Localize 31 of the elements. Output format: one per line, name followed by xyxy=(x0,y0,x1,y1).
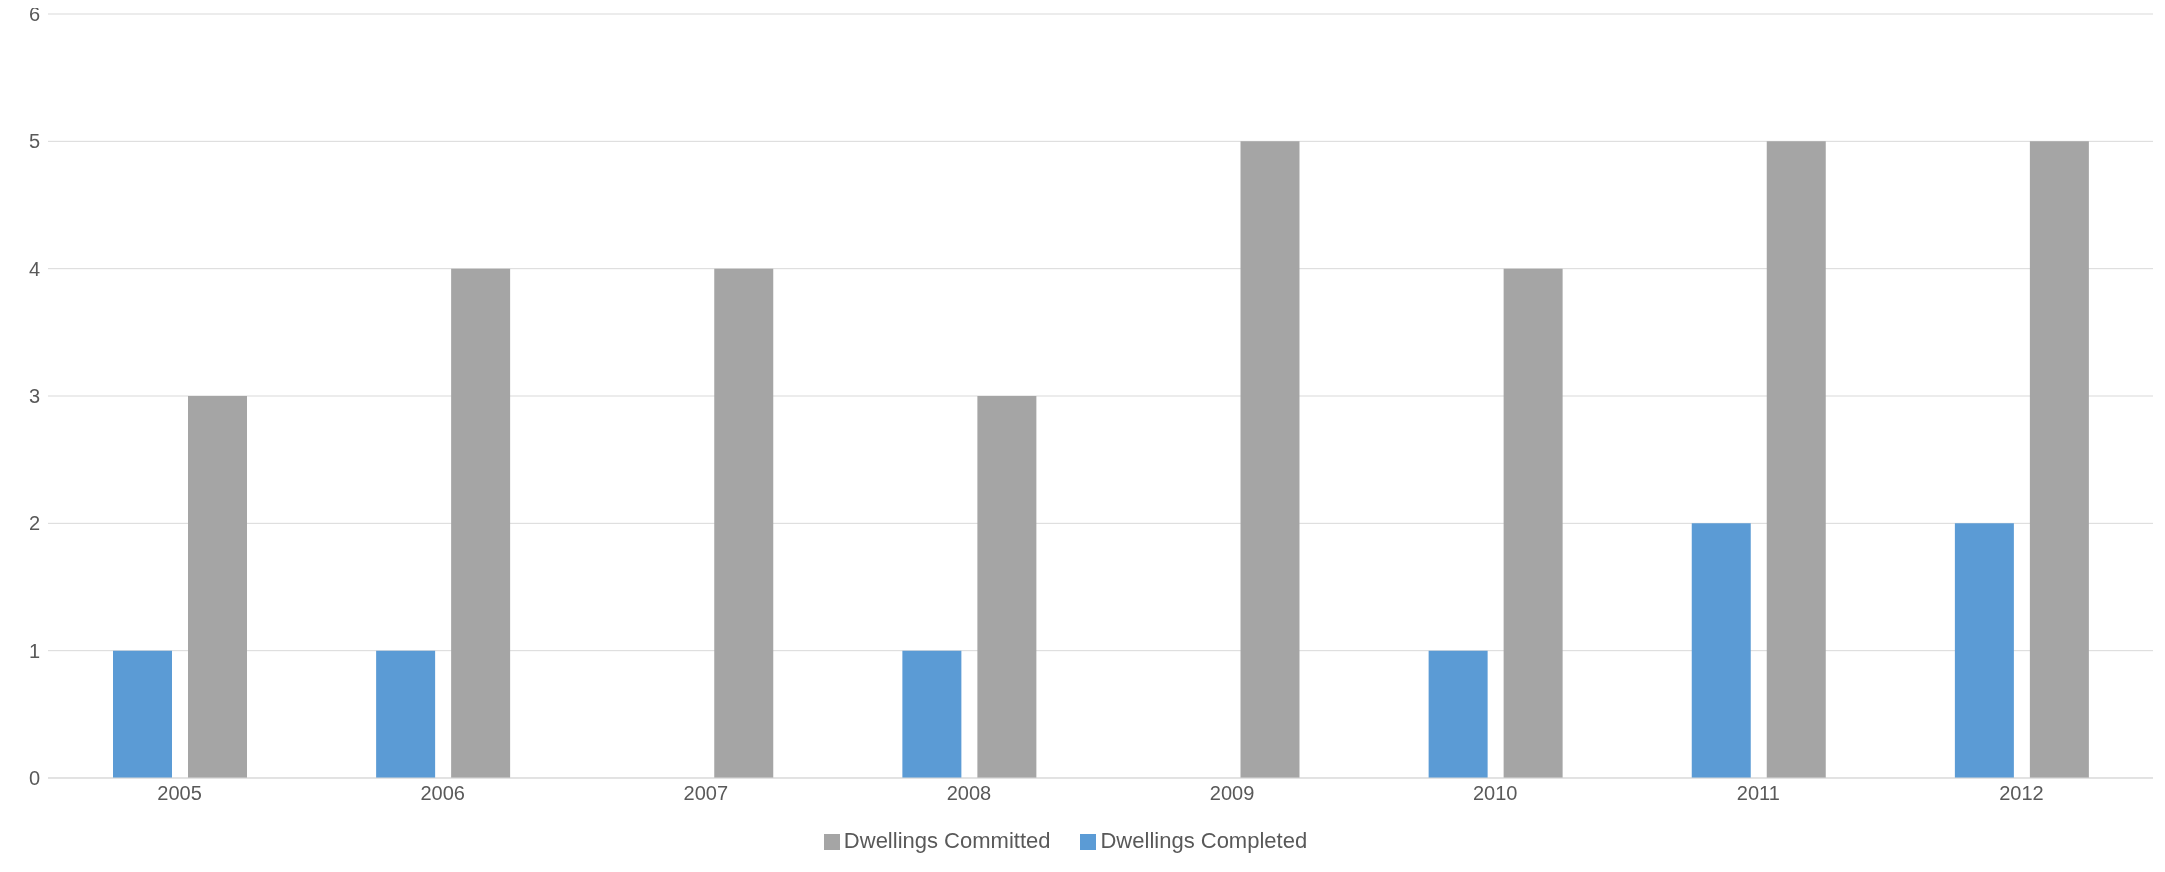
y-tick-label: 4 xyxy=(28,257,40,280)
x-tick-label: 2010 xyxy=(1472,782,1518,805)
y-tick-label: 6 xyxy=(28,3,40,26)
bar xyxy=(1503,268,1563,778)
bar xyxy=(1428,650,1488,778)
x-tick-label: 2006 xyxy=(420,782,465,805)
y-tick-label: 5 xyxy=(28,130,40,153)
x-tick-label: 2008 xyxy=(946,782,992,805)
x-tick-label: 2007 xyxy=(683,782,729,805)
bar xyxy=(1954,523,2014,778)
bar xyxy=(188,396,247,778)
legend-label: Dwellings Committed xyxy=(843,828,1051,853)
bar xyxy=(1240,141,1300,778)
bar xyxy=(714,268,774,778)
x-tick-label: 2009 xyxy=(1209,782,1255,805)
x-tick-label: 2005 xyxy=(157,782,202,805)
bar xyxy=(1691,523,1751,778)
bar xyxy=(902,650,962,778)
bar xyxy=(977,396,1037,778)
bar xyxy=(2029,141,2089,778)
bar xyxy=(1766,141,1826,778)
y-tick-label: 1 xyxy=(28,639,40,662)
bar xyxy=(451,268,511,778)
bar xyxy=(376,650,436,778)
y-tick-label: 0 xyxy=(28,767,40,790)
y-tick-label: 3 xyxy=(28,385,40,408)
legend-label: Dwellings Completed xyxy=(1100,828,1308,853)
x-tick-label: 2011 xyxy=(1736,782,1780,805)
y-tick-label: 2 xyxy=(28,512,40,535)
x-tick-label: 2012 xyxy=(1999,782,2044,805)
bar xyxy=(113,650,172,778)
